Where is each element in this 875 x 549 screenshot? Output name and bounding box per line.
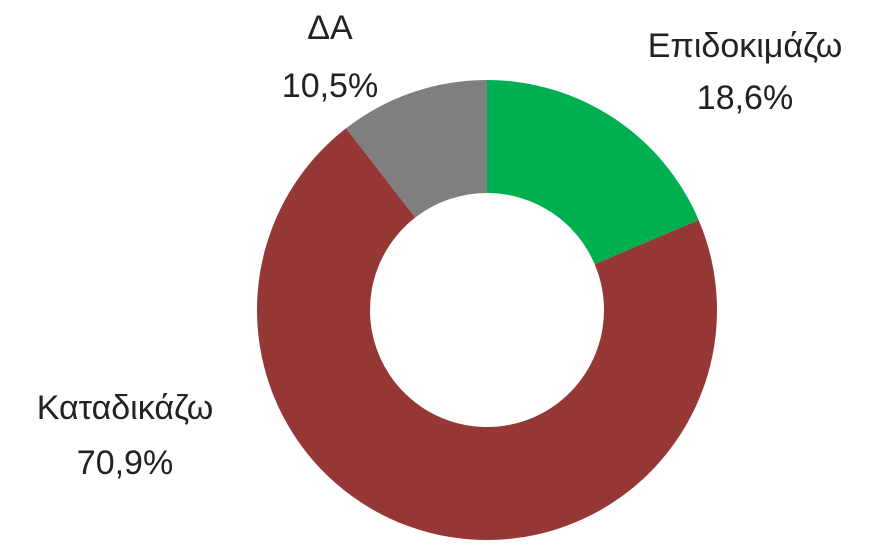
category-label: Καταδικάζω [37,389,214,427]
donut-slice [256,128,717,541]
value-label: 10,5% [282,67,378,105]
category-label: ΔΑ [307,9,353,47]
value-label: 70,9% [77,444,173,482]
category-label: Επιδοκιμάζω [648,27,843,65]
donut-slice [487,80,699,265]
donut-slice [346,80,487,218]
value-label: 18,6% [697,79,793,117]
